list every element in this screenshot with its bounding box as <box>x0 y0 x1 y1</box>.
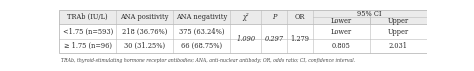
Bar <box>59 10 427 24</box>
Text: Lower: Lower <box>331 28 352 36</box>
Text: 2.031: 2.031 <box>389 42 408 50</box>
Text: 375 (63.24%): 375 (63.24%) <box>179 28 224 36</box>
Text: χ²: χ² <box>242 13 249 21</box>
Text: 95% CI: 95% CI <box>357 10 382 18</box>
Text: Upper: Upper <box>388 17 409 25</box>
Text: 30 (31.25%): 30 (31.25%) <box>124 42 165 50</box>
Text: Upper: Upper <box>388 28 409 36</box>
Bar <box>59 10 427 53</box>
Text: Lower: Lower <box>331 17 352 25</box>
Text: ≥ 1.75 (n=96): ≥ 1.75 (n=96) <box>64 42 112 50</box>
Bar <box>59 24 427 53</box>
Text: TRAb, thyroid-stimulating hormone receptor antibodies; ANA, anti-nuclear antibod: TRAb, thyroid-stimulating hormone recept… <box>61 58 356 63</box>
Text: 0.805: 0.805 <box>332 42 351 50</box>
Text: 0.297: 0.297 <box>264 35 284 43</box>
Text: 66 (68.75%): 66 (68.75%) <box>181 42 222 50</box>
Text: 1.279: 1.279 <box>291 35 310 43</box>
Text: OR: OR <box>295 13 305 21</box>
Text: 218 (36.76%): 218 (36.76%) <box>122 28 167 36</box>
Text: 1.090: 1.090 <box>236 35 255 43</box>
Text: <1.75 (n=593): <1.75 (n=593) <box>63 28 113 36</box>
Text: P: P <box>272 13 276 21</box>
Text: ANA negativity: ANA negativity <box>176 13 227 21</box>
Text: ANA positivity: ANA positivity <box>120 13 169 21</box>
Text: TRAb (IU/L): TRAb (IU/L) <box>67 13 108 21</box>
